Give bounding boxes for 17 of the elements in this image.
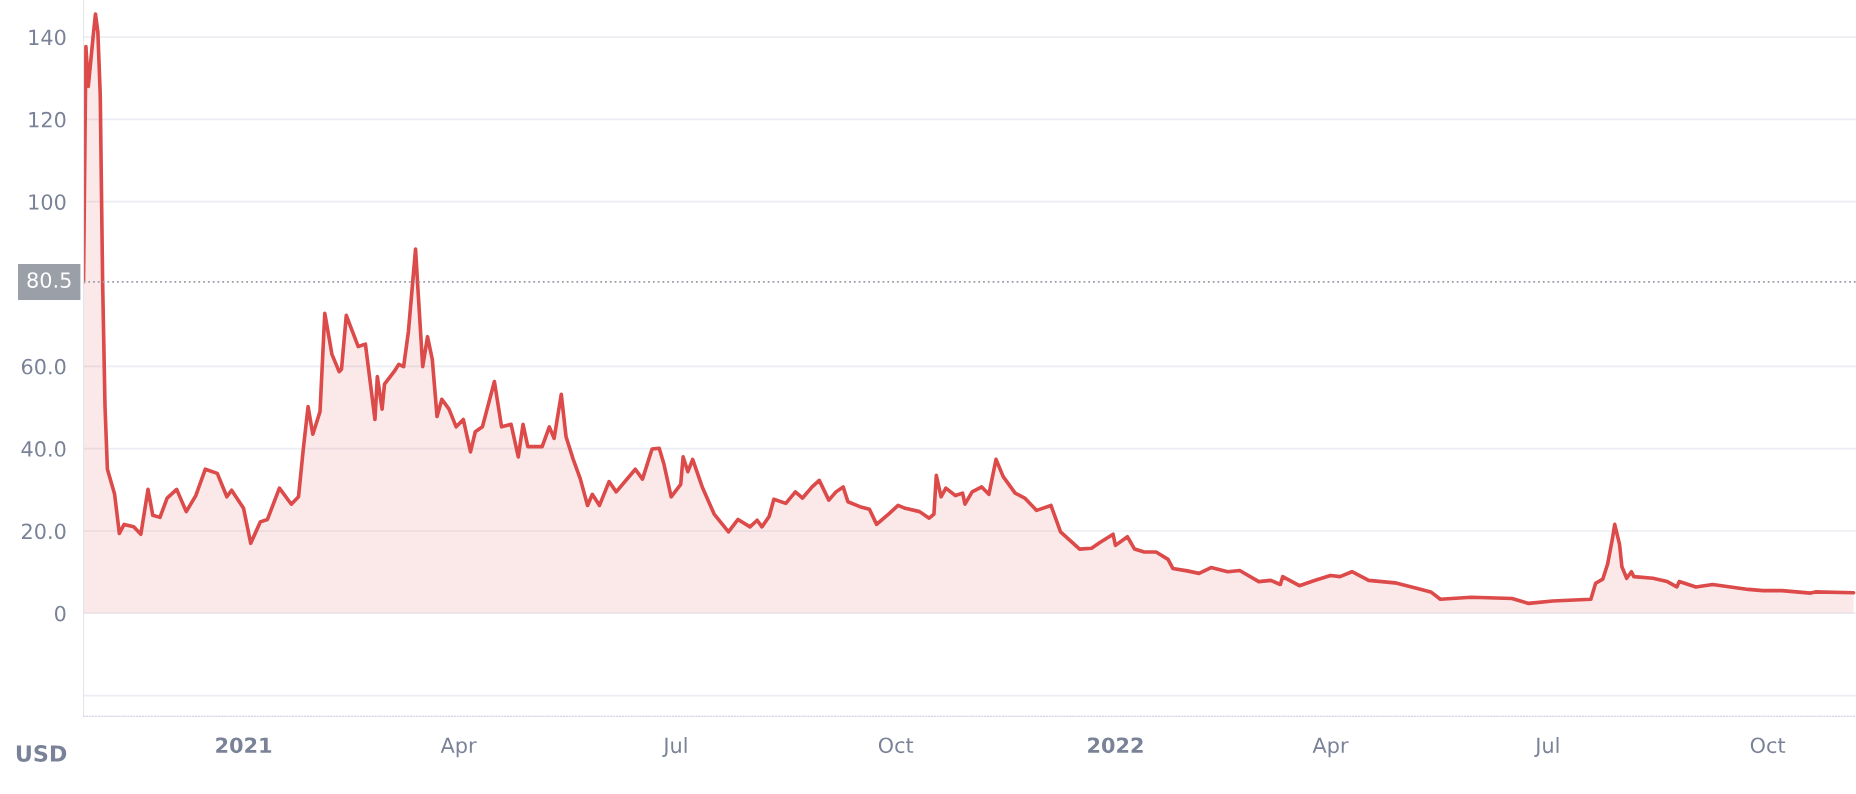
y-tick-label: 40.0 (21, 441, 66, 457)
y-tick-label: 120 (29, 111, 66, 128)
y-tick-label: 20.0 (21, 523, 66, 540)
ref-line-label: 80.5 (27, 272, 71, 288)
y-tick-label: 140 (29, 29, 66, 46)
y-tick-label: 60.0 (21, 358, 66, 375)
x-tick-label: Jul (1534, 737, 1559, 758)
x-tick-label: Oct (1750, 737, 1786, 754)
x-tick-label: Oct (878, 737, 914, 754)
y-tick-label: 100 (29, 194, 66, 210)
x-tick-label: Apr (440, 737, 477, 758)
x-tick-label: 2022 (1088, 737, 1143, 754)
x-tick-label: Apr (1312, 737, 1349, 758)
x-tick-label: 2021 (216, 737, 272, 754)
text: USD (16, 745, 67, 762)
x-tick-label: Jul (662, 737, 687, 758)
y-tick-label: 0 (54, 605, 66, 622)
